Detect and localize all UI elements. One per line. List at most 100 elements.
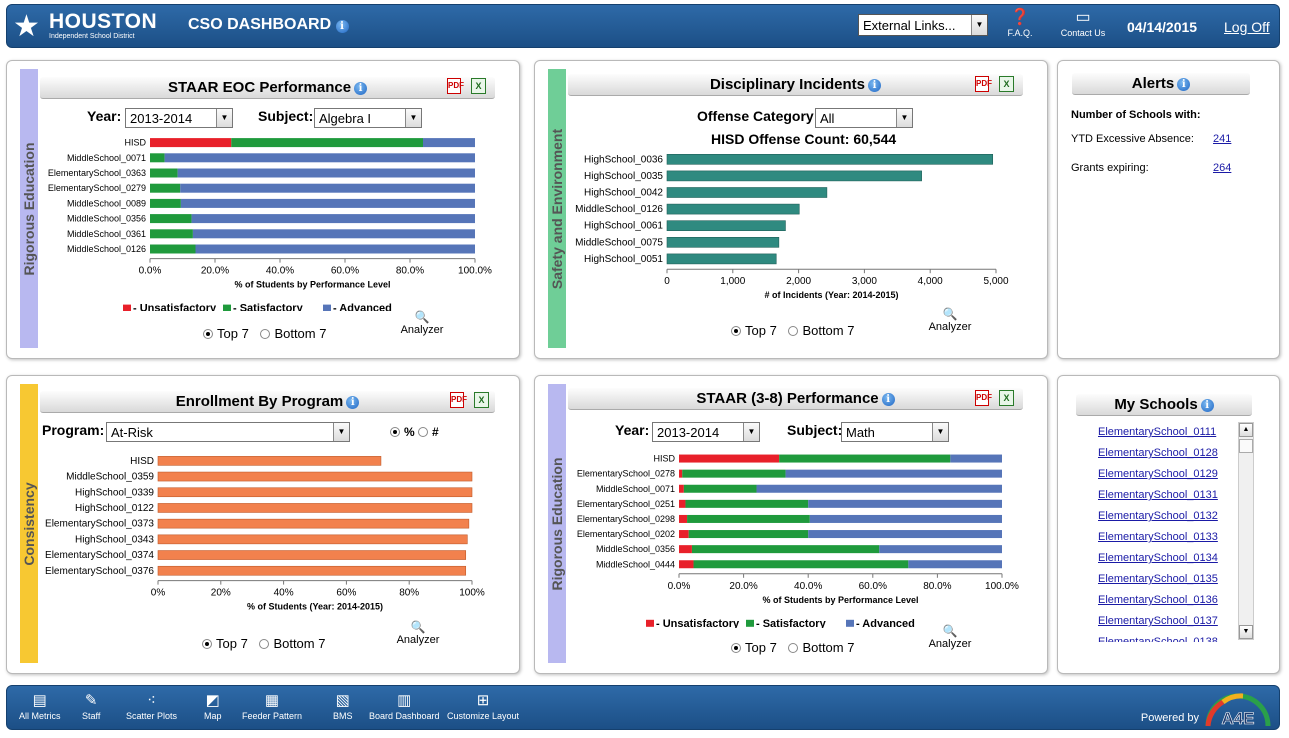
year-select[interactable]: 2013-2014 ▼ <box>652 422 760 442</box>
category-label: HISD <box>653 454 675 464</box>
chevron-down-icon[interactable]: ▼ <box>971 15 987 35</box>
info-icon[interactable]: i <box>1177 78 1191 91</box>
info-icon[interactable]: i <box>346 396 360 409</box>
bms-button[interactable]: ▧ BMS <box>333 691 353 721</box>
subject-select[interactable]: Algebra I ▼ <box>314 108 422 128</box>
analyzer-button[interactable]: 🔍 Analyzer <box>388 620 448 646</box>
percent-option[interactable]: % <box>390 425 415 439</box>
analyzer-button[interactable]: 🔍 Analyzer <box>392 310 452 336</box>
enrollment-panel: Consistency Enrollment By Program i PDF X… <box>6 375 520 674</box>
radio-selected-icon[interactable] <box>202 639 212 649</box>
alert-value-absence[interactable]: 241 <box>1213 133 1232 145</box>
bottom-7-option[interactable]: Bottom 7 <box>788 323 854 338</box>
panel-title-text: My Schools <box>1114 396 1198 413</box>
bar-segment <box>679 499 686 508</box>
map-button[interactable]: ◩ Map <box>204 691 222 721</box>
faq-button[interactable]: ❓ F.A.Q. <box>1003 8 1037 38</box>
staar-eoc-chart: HISD MiddleSchool_0071 ElementarySchool_03… <box>48 138 492 311</box>
external-links-select[interactable]: External Links... ▼ <box>858 14 988 36</box>
staar38-chart: HISD ElementarySchool_0278 MiddleSchool_00… <box>577 454 1019 628</box>
radio-icon[interactable] <box>259 639 270 649</box>
info-icon[interactable]: i <box>335 20 349 33</box>
radio-selected-icon[interactable] <box>390 427 400 437</box>
contact-us-button[interactable]: ▭ Contact Us <box>1055 8 1111 38</box>
radio-icon[interactable] <box>260 329 271 339</box>
school-link[interactable]: ElementarySchool_0138 <box>1098 636 1218 642</box>
school-link[interactable]: ElementarySchool_0111 <box>1098 426 1217 438</box>
chevron-down-icon[interactable]: ▼ <box>333 423 349 441</box>
school-link[interactable]: ElementarySchool_0137 <box>1098 615 1218 627</box>
radio-selected-icon[interactable] <box>203 329 213 339</box>
school-list-scrollbar[interactable]: ▲ ▼ <box>1238 422 1254 640</box>
excel-export-icon[interactable]: X <box>999 76 1014 92</box>
alert-value-grants[interactable]: 264 <box>1213 162 1232 174</box>
bottom-7-option[interactable]: Bottom 7 <box>260 326 326 341</box>
info-icon[interactable]: i <box>868 79 882 92</box>
panel-title-text: Alerts <box>1131 75 1175 92</box>
top-7-option[interactable]: Top 7 <box>731 640 777 655</box>
info-icon[interactable]: i <box>1200 399 1214 412</box>
scroll-down-icon[interactable]: ▼ <box>1239 625 1253 639</box>
scroll-thumb[interactable] <box>1239 439 1253 453</box>
bar-segment <box>879 545 1002 554</box>
x-tick-label: 60% <box>336 588 356 599</box>
radio-selected-icon[interactable] <box>731 643 741 653</box>
radio-selected-icon[interactable] <box>731 326 741 336</box>
bar-segment <box>679 560 694 569</box>
pdf-export-icon[interactable]: PDF <box>975 76 992 92</box>
scroll-up-icon[interactable]: ▲ <box>1239 423 1253 437</box>
top-7-option[interactable]: Top 7 <box>202 636 248 651</box>
school-link[interactable]: ElementarySchool_0128 <box>1098 447 1218 459</box>
enrollment-title: Enrollment By Program i <box>40 391 495 413</box>
customize-layout-button[interactable]: ⊞ Customize Layout <box>447 691 519 721</box>
chevron-down-icon[interactable]: ▼ <box>216 109 232 127</box>
feeder-pattern-button[interactable]: ▦ Feeder Pattern <box>242 691 302 721</box>
top-7-option[interactable]: Top 7 <box>203 326 249 341</box>
excel-export-icon[interactable]: X <box>999 390 1014 406</box>
top-7-option[interactable]: Top 7 <box>731 323 777 338</box>
school-link[interactable]: ElementarySchool_0136 <box>1098 594 1218 606</box>
school-link[interactable]: ElementarySchool_0135 <box>1098 573 1218 585</box>
year-value: 2013-2014 <box>657 425 720 440</box>
chevron-down-icon[interactable]: ▼ <box>405 109 421 127</box>
top-7-label: Top 7 <box>216 636 248 651</box>
school-link[interactable]: ElementarySchool_0131 <box>1098 489 1218 501</box>
info-icon[interactable]: i <box>881 393 895 406</box>
bottom-7-option[interactable]: Bottom 7 <box>788 640 854 655</box>
bar <box>666 220 786 231</box>
bar-segment <box>195 244 475 254</box>
program-select[interactable]: At-Risk ▼ <box>106 422 350 442</box>
board-dashboard-button[interactable]: ▥ Board Dashboard <box>369 691 440 721</box>
school-link[interactable]: ElementarySchool_0129 <box>1098 468 1218 480</box>
count-option[interactable]: # <box>418 425 439 439</box>
scatter-plots-button[interactable]: ⁖ Scatter Plots <box>126 691 177 721</box>
excel-export-icon[interactable]: X <box>474 392 489 408</box>
chevron-down-icon[interactable]: ▼ <box>743 423 759 441</box>
all-metrics-button[interactable]: ▤ All Metrics <box>19 691 61 721</box>
school-link[interactable]: ElementarySchool_0134 <box>1098 552 1218 564</box>
staar38-panel: Rigorous Education STAAR (3-8) Performan… <box>534 375 1048 674</box>
analyzer-button[interactable]: 🔍 Analyzer <box>920 307 980 333</box>
radio-icon[interactable] <box>418 427 429 437</box>
radio-icon[interactable] <box>788 326 799 336</box>
offense-category-select[interactable]: All ▼ <box>815 108 913 128</box>
school-link[interactable]: ElementarySchool_0132 <box>1098 510 1218 522</box>
category-label: HighSchool_0042 <box>584 188 663 199</box>
analyzer-button[interactable]: 🔍 Analyzer <box>920 624 980 650</box>
bottom-7-option[interactable]: Bottom 7 <box>259 636 325 651</box>
chevron-down-icon[interactable]: ▼ <box>932 423 948 441</box>
pdf-export-icon[interactable]: PDF <box>975 390 992 406</box>
info-icon[interactable]: i <box>354 82 368 95</box>
x-tick-label: 100.0% <box>458 266 492 277</box>
staff-button[interactable]: ✎ Staff <box>82 691 100 721</box>
school-link[interactable]: ElementarySchool_0133 <box>1098 531 1218 543</box>
year-select[interactable]: 2013-2014 ▼ <box>125 108 233 128</box>
excel-export-icon[interactable]: X <box>471 78 486 94</box>
radio-icon[interactable] <box>788 643 799 653</box>
subject-select[interactable]: Math ▼ <box>841 422 949 442</box>
chevron-down-icon[interactable]: ▼ <box>896 109 912 127</box>
log-off-link[interactable]: Log Off <box>1224 19 1270 35</box>
pdf-export-icon[interactable]: PDF <box>447 78 464 94</box>
bar <box>666 170 922 182</box>
pdf-export-icon[interactable]: PDF <box>450 392 467 408</box>
